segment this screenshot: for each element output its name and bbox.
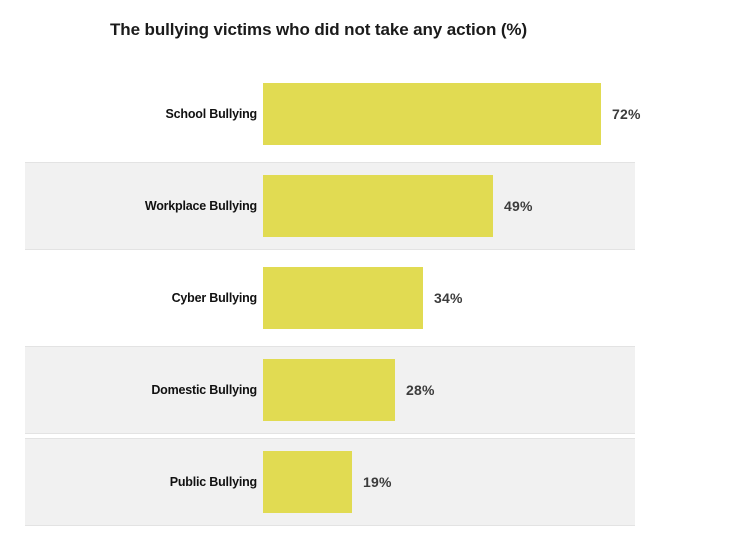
value-label: 28%	[406, 382, 435, 398]
chart-row: School Bullying 72%	[0, 68, 753, 160]
chart-row: Domestic Bullying 28%	[0, 344, 753, 436]
chart-title: The bullying victims who did not take an…	[110, 20, 528, 39]
chart-area: School Bullying 72% Workplace Bullying 4…	[0, 68, 753, 528]
category-label: School Bullying	[165, 107, 258, 121]
value-label: 49%	[504, 198, 533, 214]
value-label: 34%	[434, 290, 463, 306]
chart-row: Public Bullying 19%	[0, 436, 753, 528]
category-label: Workplace Bullying	[144, 199, 257, 213]
value-label: 19%	[363, 474, 392, 490]
bar-workplace-bullying	[263, 175, 493, 237]
bar-cyber-bullying	[263, 267, 423, 329]
bar-domestic-bullying	[263, 359, 395, 421]
category-label: Cyber Bullying	[171, 291, 258, 305]
category-label: Public Bullying	[169, 475, 257, 489]
bar-school-bullying	[263, 83, 601, 145]
category-label: Domestic Bullying	[151, 383, 257, 397]
bar-public-bullying	[263, 451, 352, 513]
chart-row: Cyber Bullying 34%	[0, 252, 753, 344]
value-label: 72%	[612, 106, 641, 122]
chart-row: Workplace Bullying 49%	[0, 160, 753, 252]
